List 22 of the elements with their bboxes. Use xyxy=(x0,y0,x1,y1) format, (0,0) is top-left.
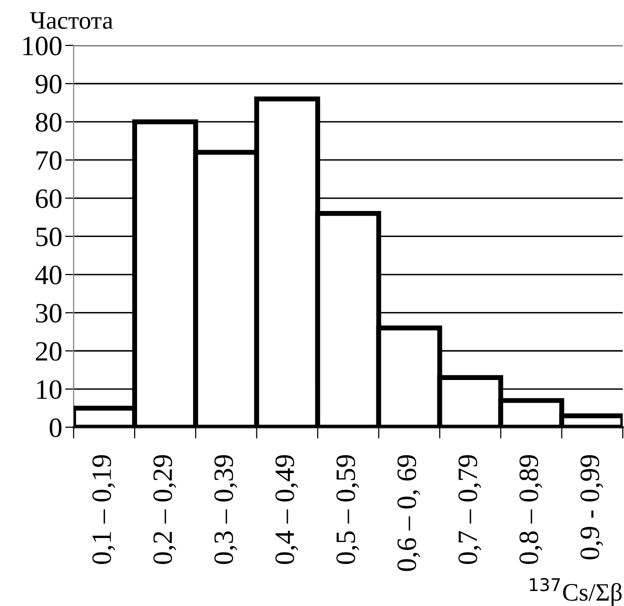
x-tick-label: 0,4 – 0,49 xyxy=(275,455,298,564)
x-tick-label: 0,9 - 0,99 xyxy=(580,455,604,560)
y-tick-label: 40 xyxy=(35,266,62,284)
x-tick-label: 0,5 – 0,59 xyxy=(336,455,360,564)
y-tick-label: 20 xyxy=(36,342,62,361)
x-tick-label: 0,2 – 0,29 xyxy=(153,455,176,564)
y-tick-label: 50 xyxy=(36,228,62,246)
y-tick-label: 80 xyxy=(36,112,62,132)
y-tick-label: 60 xyxy=(36,189,62,208)
x-tick-label: 0,6 – 0, 69 xyxy=(397,455,420,571)
x-tick-label: 0,3 – 0,39 xyxy=(214,455,238,564)
x-tick-label: 0,8 – 0,89 xyxy=(519,455,542,564)
y-axis-title: Частота xyxy=(30,12,113,29)
y-tick-label: 70 xyxy=(36,151,62,170)
y-tick-label: 10 xyxy=(37,380,62,399)
y-tick-label: 100 xyxy=(23,36,62,56)
x-tick-label: 0,1 – 0,19 xyxy=(92,455,116,564)
x-tick-label: 0,7 – 0,79 xyxy=(458,455,482,564)
y-tick-label: 90 xyxy=(36,74,62,94)
x-axis-title: $^{137}$Cs/Σβ xyxy=(530,578,622,606)
y-tick-label: 0 xyxy=(50,418,62,438)
y-tick-label: 30 xyxy=(36,304,62,323)
